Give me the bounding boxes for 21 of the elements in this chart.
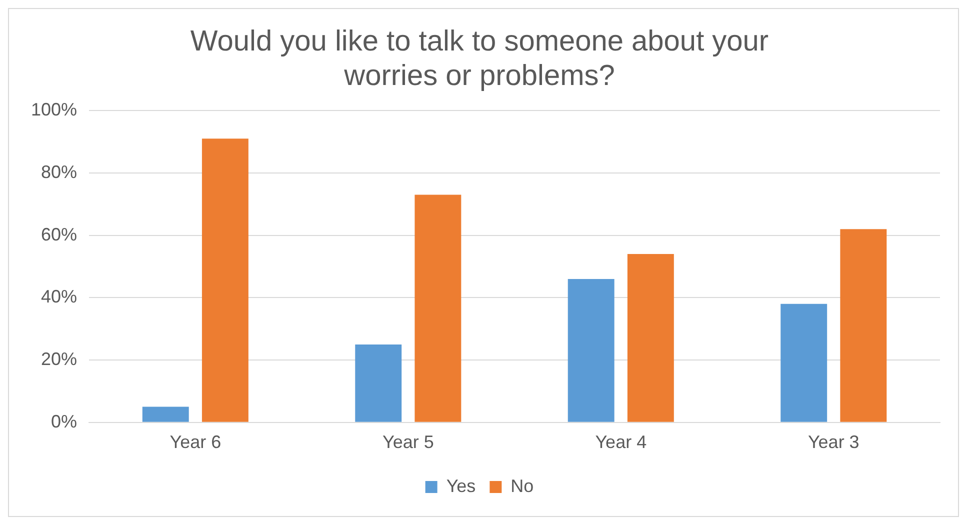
bar [627, 254, 674, 422]
y-tick-label: 0% [51, 411, 78, 432]
x-tick-label: Year 3 [808, 432, 860, 452]
bar [840, 229, 887, 422]
y-tick-label: 80% [41, 162, 78, 182]
x-tick-label: Year 6 [170, 432, 222, 452]
legend-label: No [510, 476, 534, 496]
y-tick-label: 60% [41, 224, 78, 244]
bar [414, 194, 462, 422]
bar [202, 138, 248, 422]
chart-title: Would you like to talk to someone about your worries or problems? [190, 25, 769, 92]
bar [780, 304, 828, 422]
legend-label: Yes [446, 476, 476, 496]
y-tick-label: 20% [41, 349, 78, 370]
bar [355, 344, 402, 422]
y-tick-label: 100% [30, 100, 78, 120]
bar [142, 406, 189, 422]
bar [568, 278, 614, 422]
x-tick-label: Year 5 [382, 432, 434, 452]
x-tick-label: Year 4 [595, 432, 647, 452]
y-tick-label: 40% [41, 286, 78, 307]
